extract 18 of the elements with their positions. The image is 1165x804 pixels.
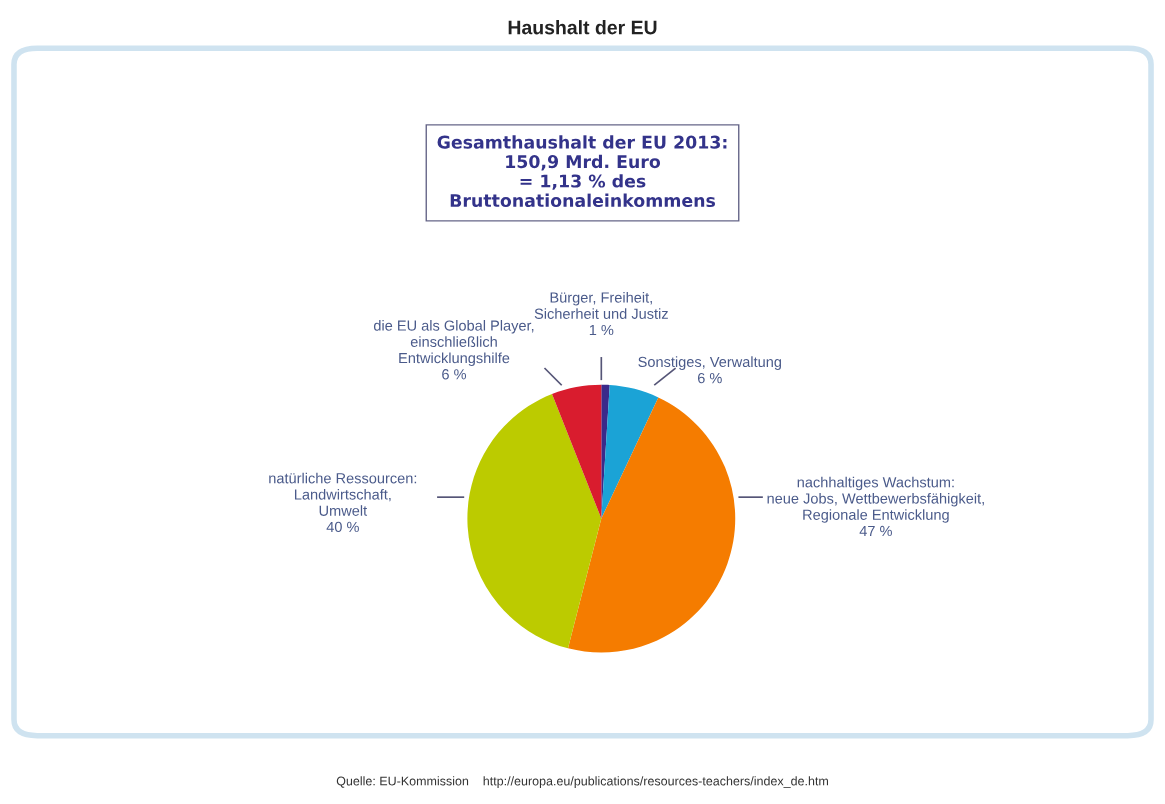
source-note: Quelle: EU-Kommission http://europa.eu/publications/resources-teachers/index_de.htm	[336, 776, 828, 788]
slice-label: Sonstiges, Verwaltung	[638, 356, 782, 370]
data-label: 40 %	[326, 521, 359, 533]
slice-label: die EU als Global Player, einschließlich Entwicklungshilfe	[373, 320, 534, 367]
data-label: 6 %	[442, 369, 467, 380]
data-label: 1 %	[589, 324, 614, 336]
pie-slice	[467, 394, 602, 649]
data-label: 47 %	[859, 525, 892, 537]
pie-slice	[601, 384, 659, 519]
pie-slice	[601, 384, 610, 519]
slice-label: Bürger, Freiheit, Sicherheit und Justiz	[534, 291, 668, 319]
slice-label: natürliche Ressourcen: Landwirtschaft, Umwelt	[269, 472, 417, 516]
data-label: 6 %	[697, 372, 722, 384]
slice-label: nachhaltiges Wachstum: neue Jobs, Wettbewerbsfähigkeit, Regionale Entwicklung	[767, 476, 984, 523]
chart-subtitle: Gesamthaushalt der EU 2013: 150,9 Mrd. Euro = 1,13 % des Bruttonationaleinkommens	[437, 135, 727, 208]
pie-slice	[568, 397, 736, 653]
pie-slice	[552, 384, 602, 519]
chart-title: Haushalt der EU	[508, 20, 657, 35]
